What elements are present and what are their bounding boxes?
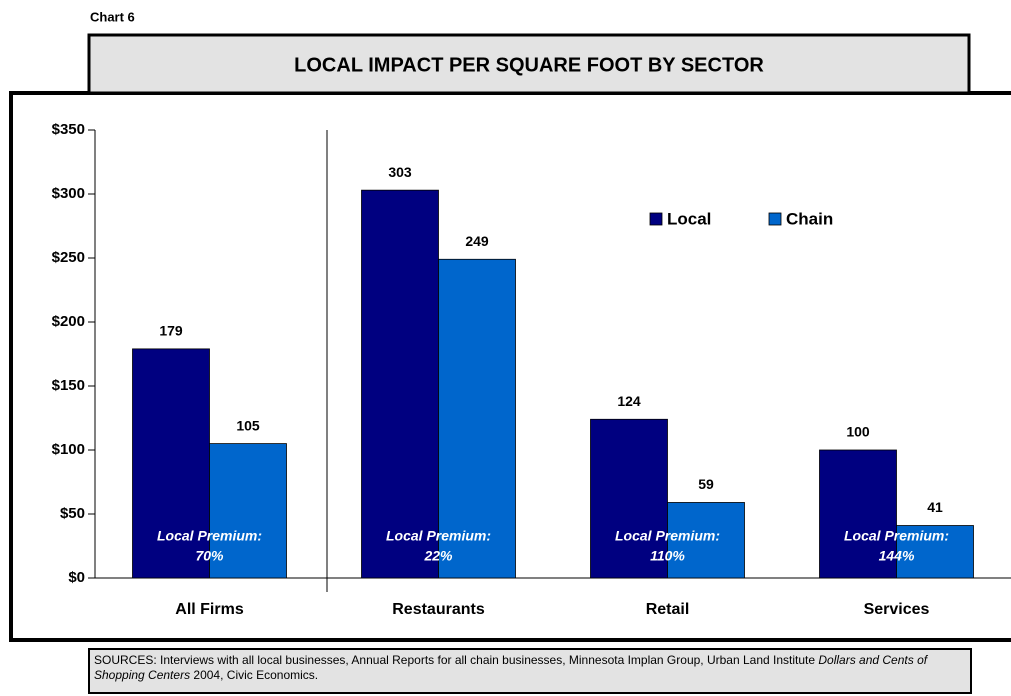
chart-label: Chart 6 [90,9,135,24]
bar [667,502,745,579]
x-tick-label: Retail [646,601,690,618]
annotation-label: Local Premium: [844,528,949,544]
y-tick-label: $0 [68,569,85,586]
annotation-value: 110% [650,548,685,564]
x-tick-label: All Firms [175,601,244,618]
annotation-label: Local Premium: [615,528,720,544]
bar [896,525,974,579]
y-tick-label: $200 [52,313,85,330]
bar [438,258,516,579]
annotation-label: Local Premium: [386,528,491,544]
annotation-value: 22% [423,548,453,564]
value-label: 105 [236,417,260,433]
y-tick-label: $350 [52,121,85,138]
legend-swatch [649,212,663,226]
source-text: SOURCES: Interviews with all local busin… [94,653,819,667]
value-label: 179 [159,323,183,339]
bar [590,418,668,579]
source-text: Dollars and Cents of Shopping Centers [94,653,928,682]
y-tick-label: $100 [52,441,85,458]
value-label: 303 [388,164,412,180]
value-label: 100 [846,424,870,440]
legend-label: Local [667,209,711,228]
legend-label: Chain [786,209,833,228]
chart-title: LOCAL IMPACT PER SQUARE FOOT BY SECTOR [294,54,764,76]
annotation-label: Local Premium: [157,528,262,544]
bar [361,189,439,579]
annotation-value: 144% [879,548,915,564]
value-label: 41 [927,499,943,515]
y-tick-label: $250 [52,249,85,266]
y-tick-label: $50 [60,505,85,522]
source-note: SOURCES: Interviews with all local busin… [88,648,972,694]
source-text: 2004, Civic Economics. [190,668,319,682]
value-label: 124 [617,393,641,409]
value-label: 59 [698,476,714,492]
value-label: 249 [465,233,489,249]
x-tick-label: Restaurants [392,601,485,618]
y-tick-label: $150 [52,377,85,394]
bar [819,449,897,579]
bar [209,443,287,579]
y-tick-label: $300 [52,185,85,202]
chart: Chart 6 LOCAL IMPACT PER SQUARE FOOT BY … [9,9,1011,642]
legend-swatch [768,212,782,226]
x-tick-label: Services [864,601,930,618]
title-box [87,33,971,95]
annotation-value: 70% [195,548,224,564]
